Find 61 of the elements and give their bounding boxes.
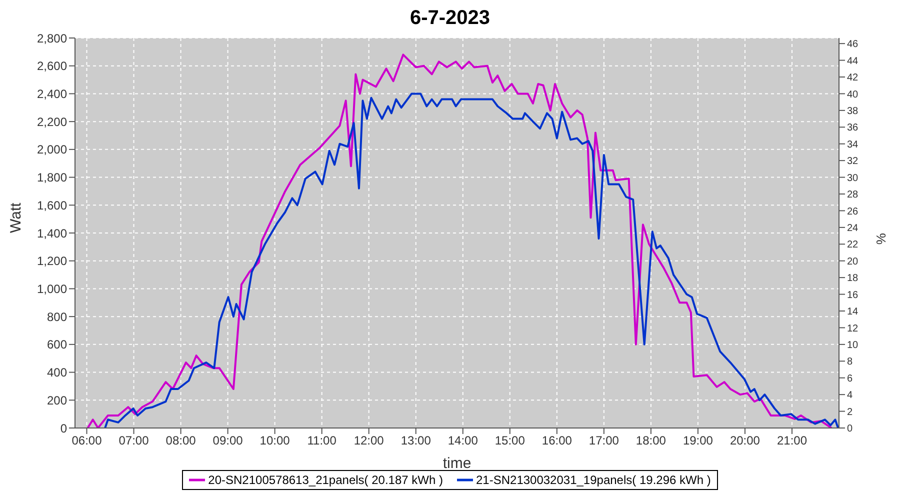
y2-tick-label: 40: [847, 89, 859, 100]
y2-tick-label: 44: [847, 56, 859, 67]
x-tick-label: 12:00: [354, 434, 384, 448]
x-tick-label: 10:00: [260, 434, 290, 448]
y2-tick-label: 12: [847, 323, 859, 334]
y2-tick-label: 36: [847, 122, 859, 134]
legend-label: 21-SN2130032031_19panels( 19.296 kWh ): [476, 473, 711, 487]
y2-axis-title: %: [874, 232, 889, 245]
x-tick-label: 15:00: [494, 434, 526, 448]
y2-tick-label: 0: [847, 424, 853, 435]
x-tick-label: 21:00: [776, 434, 808, 448]
y-tick-label: 600: [46, 338, 68, 352]
x-tick-label: 16:00: [542, 434, 572, 448]
y2-tick-label: 16: [847, 290, 859, 301]
y2-tick-label: 14: [847, 306, 859, 318]
y-tick-label: 800: [46, 310, 68, 324]
y-tick-label: 1,800: [36, 170, 68, 185]
y2-tick-label: 32: [847, 156, 859, 168]
y2-tick-label: 34: [847, 139, 859, 150]
y2-tick-label: 20: [847, 256, 859, 268]
y-axis-title: Watt: [7, 202, 24, 233]
x-tick-label: 14:00: [448, 434, 478, 448]
y-tick-label: 2,400: [36, 86, 68, 101]
y2-tick-label: 46: [847, 39, 859, 50]
y2-tick-label: 42: [847, 72, 859, 84]
y2-tick-label: 26: [847, 206, 859, 218]
y-tick-label: 2,600: [36, 59, 68, 74]
y2-tick-label: 38: [847, 106, 859, 117]
y-tick-label: 400: [46, 366, 68, 380]
y2-tick-label: 4: [847, 390, 853, 402]
y2-tick-label: 6: [847, 373, 853, 384]
x-tick-label: 18:00: [636, 434, 666, 448]
chart-title: 6-7-2023: [408, 7, 492, 31]
x-tick-label: 20:00: [730, 434, 760, 448]
y2-tick-label: 18: [847, 273, 859, 284]
x-tick-label: 06:00: [72, 434, 102, 448]
y2-tick-label: 28: [847, 190, 859, 201]
y-tick-label: 0: [60, 421, 68, 436]
y-tick-label: 1,000: [36, 282, 68, 296]
y-tick-label: 1,400: [36, 226, 68, 240]
y2-tick-label: 8: [847, 356, 853, 368]
y2-tick-label: 24: [847, 222, 859, 234]
x-axis-title: time: [442, 455, 472, 472]
y-tick-label: 2,800: [36, 31, 68, 46]
x-tick-label: 07:00: [118, 434, 150, 448]
y2-tick-label: 22: [847, 240, 859, 251]
x-tick-label: 13:00: [400, 434, 432, 448]
x-tick-label: 09:00: [212, 434, 244, 448]
y-tick-label: 1,600: [36, 198, 68, 212]
y2-tick-label: 10: [847, 340, 859, 351]
x-tick-label: 19:00: [682, 434, 714, 448]
y-tick-label: 2,000: [36, 142, 68, 157]
x-tick-label: 17:00: [588, 434, 620, 448]
y-tick-label: 1,200: [36, 254, 68, 268]
y2-tick-label: 2: [847, 406, 853, 418]
y2-tick-label: 30: [847, 172, 859, 184]
y-tick-label: 200: [46, 393, 68, 408]
x-tick-label: 08:00: [166, 434, 196, 448]
legend-label: 20-SN2100578613_21panels( 20.187 kWh ): [208, 473, 443, 487]
y-tick-label: 2,200: [36, 114, 68, 129]
x-tick-label: 11:00: [307, 434, 337, 448]
